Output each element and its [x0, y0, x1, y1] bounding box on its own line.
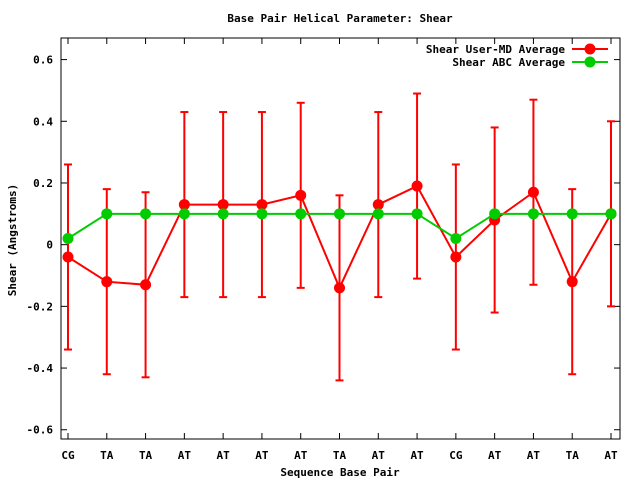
legend-marker [584, 43, 596, 55]
data-point [527, 186, 539, 198]
x-axis-label: Sequence Base Pair [280, 466, 400, 479]
data-point [178, 208, 190, 220]
x-tick-label: AT [217, 449, 231, 462]
data-point [217, 199, 229, 211]
data-point [450, 251, 462, 263]
data-point [62, 233, 74, 244]
y-tick-label: 0.4 [33, 115, 53, 128]
series-1 [62, 92, 617, 382]
legend-label: Shear ABC Average [452, 56, 565, 69]
data-point [217, 208, 229, 220]
data-point [566, 276, 578, 288]
x-tick-label: AT [372, 449, 386, 462]
data-point [566, 208, 578, 220]
data-point [334, 208, 345, 220]
y-axis-label: Shear (Angstroms) [6, 184, 19, 297]
x-tick-label: AT [604, 449, 618, 462]
x-tick-label: TA [100, 449, 114, 462]
data-point [450, 233, 462, 244]
x-tick-label: TA [333, 449, 347, 462]
data-point [295, 208, 307, 220]
x-tick-label: AT [294, 449, 308, 462]
data-point [295, 189, 307, 201]
x-tick-label: CG [61, 449, 75, 462]
data-point [372, 208, 384, 220]
data-point [605, 208, 617, 220]
y-tick-label: -0.4 [27, 362, 54, 375]
series-2 [62, 208, 617, 244]
data-point [140, 279, 152, 291]
data-point [101, 208, 113, 220]
x-tick-label: AT [178, 449, 192, 462]
x-tick-label: AT [527, 449, 541, 462]
x-tick-label: AT [255, 449, 269, 462]
x-tick-label: TA [566, 449, 580, 462]
data-point [411, 208, 423, 220]
y-tick-label: 0.2 [33, 177, 53, 190]
data-point [256, 199, 268, 211]
x-tick-label: AT [488, 449, 502, 462]
data-point [372, 199, 384, 211]
plot-frame [60, 37, 621, 440]
x-tick-label: AT [410, 449, 424, 462]
x-axis: CG TA TA AT AT AT AT TA AT AT CG AT AT TA AT [61, 38, 618, 462]
data-point [178, 199, 190, 211]
data-point [62, 251, 74, 263]
y-tick-label: -0.6 [27, 424, 54, 437]
data-point [256, 208, 268, 220]
data-point [101, 276, 113, 288]
series-layer [62, 92, 617, 382]
legend-label: Shear User-MD Average [426, 43, 565, 56]
y-tick-label: 0 [46, 239, 53, 252]
data-point [489, 208, 501, 220]
data-point [334, 282, 345, 294]
x-tick-label: CG [449, 449, 463, 462]
data-point [411, 180, 423, 192]
y-axis: -0.6 -0.4 -0.2 0 0.2 0.4 0.6 [27, 54, 620, 437]
data-point [527, 208, 539, 220]
legend-marker [584, 56, 596, 68]
x-tick-label: TA [139, 449, 153, 462]
chart-title: Base Pair Helical Parameter: Shear [227, 12, 453, 25]
y-tick-label: 0.6 [33, 54, 53, 67]
data-point [140, 208, 152, 220]
y-tick-label: -0.2 [27, 300, 54, 313]
